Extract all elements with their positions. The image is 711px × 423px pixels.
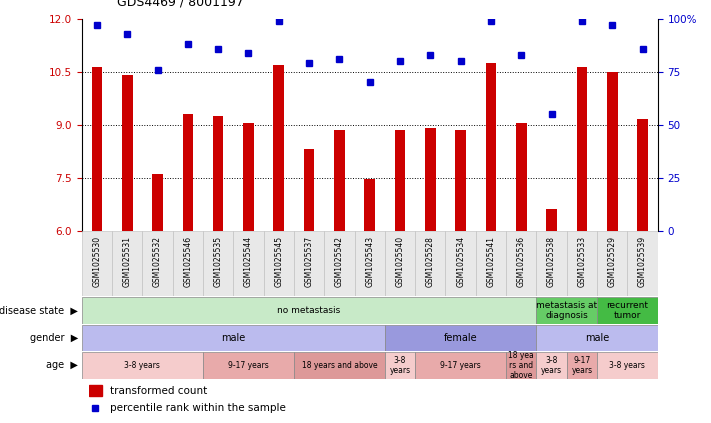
Text: GSM1025537: GSM1025537 [304,236,314,287]
Bar [294,231,324,296]
Text: age  ▶: age ▶ [46,360,78,371]
Text: GSM1025545: GSM1025545 [274,236,283,287]
Text: female: female [444,333,478,343]
Bar [274,65,284,231]
Bar [607,72,618,231]
Bar [446,231,476,296]
Text: 9-17
years: 9-17 years [572,356,592,375]
Text: GSM1025538: GSM1025538 [547,236,556,287]
Text: GSM1025528: GSM1025528 [426,236,435,287]
Bar [365,179,375,231]
Bar [385,325,536,351]
Bar [415,352,506,379]
Bar [395,130,405,231]
Text: GSM1025544: GSM1025544 [244,236,253,287]
Bar [455,130,466,231]
Text: 3-8
years: 3-8 years [390,356,410,375]
Bar [597,297,658,324]
Bar [415,231,446,296]
Bar [112,231,142,296]
Text: transformed count: transformed count [110,386,208,396]
Bar [89,385,102,396]
Text: GSM1025532: GSM1025532 [153,236,162,287]
Bar [506,231,536,296]
Bar [486,63,496,231]
Text: recurrent
tumor: recurrent tumor [606,301,648,320]
Text: male: male [221,333,245,343]
Bar [637,120,648,231]
Text: 18 years and above: 18 years and above [301,361,378,370]
Text: GDS4469 / 8001197: GDS4469 / 8001197 [117,0,244,8]
Bar [82,352,203,379]
Bar [567,352,597,379]
Bar [476,231,506,296]
Text: gender  ▶: gender ▶ [30,333,78,343]
Bar [304,149,314,231]
Bar [536,231,567,296]
Text: GSM1025530: GSM1025530 [92,236,102,287]
Text: GSM1025543: GSM1025543 [365,236,374,287]
Bar [597,231,627,296]
Bar [567,231,597,296]
Bar [294,352,385,379]
Text: metastasis at
diagnosis: metastasis at diagnosis [536,301,597,320]
Text: GSM1025529: GSM1025529 [608,236,616,287]
Text: disease state  ▶: disease state ▶ [0,305,78,316]
Text: GSM1025535: GSM1025535 [214,236,223,287]
Bar [324,231,355,296]
Text: 18 yea
rs and
above: 18 yea rs and above [508,351,534,380]
Bar [82,297,536,324]
Bar [92,67,102,231]
Bar [82,325,385,351]
Text: 3-8
years: 3-8 years [541,356,562,375]
Text: 3-8 years: 3-8 years [124,361,160,370]
Text: GSM1025533: GSM1025533 [577,236,587,287]
Text: GSM1025531: GSM1025531 [123,236,132,287]
Bar [334,130,345,231]
Bar [597,352,658,379]
Bar [536,325,658,351]
Bar [203,231,233,296]
Bar [243,123,254,231]
Bar [385,352,415,379]
Bar [142,231,173,296]
Text: GSM1025536: GSM1025536 [517,236,525,287]
Bar [355,231,385,296]
Text: GSM1025534: GSM1025534 [456,236,465,287]
Bar [627,231,658,296]
Text: GSM1025546: GSM1025546 [183,236,193,287]
Bar [82,231,112,296]
Text: percentile rank within the sample: percentile rank within the sample [110,403,286,413]
Bar [425,128,436,231]
Text: 3-8 years: 3-8 years [609,361,646,370]
Bar [122,75,132,231]
Text: GSM1025540: GSM1025540 [395,236,405,287]
Bar [183,114,193,231]
Text: male: male [585,333,609,343]
Text: GSM1025542: GSM1025542 [335,236,344,287]
Bar [203,352,294,379]
Bar [173,231,203,296]
Text: GSM1025541: GSM1025541 [486,236,496,287]
Bar [536,297,597,324]
Bar [264,231,294,296]
Bar [213,116,223,231]
Bar [577,67,587,231]
Bar [233,231,264,296]
Bar [385,231,415,296]
Text: GSM1025539: GSM1025539 [638,236,647,287]
Bar [152,174,163,231]
Text: 9-17 years: 9-17 years [228,361,269,370]
Text: 9-17 years: 9-17 years [440,361,481,370]
Bar [516,123,527,231]
Text: no metastasis: no metastasis [277,306,341,315]
Bar [506,352,536,379]
Bar [536,352,567,379]
Bar [546,209,557,231]
